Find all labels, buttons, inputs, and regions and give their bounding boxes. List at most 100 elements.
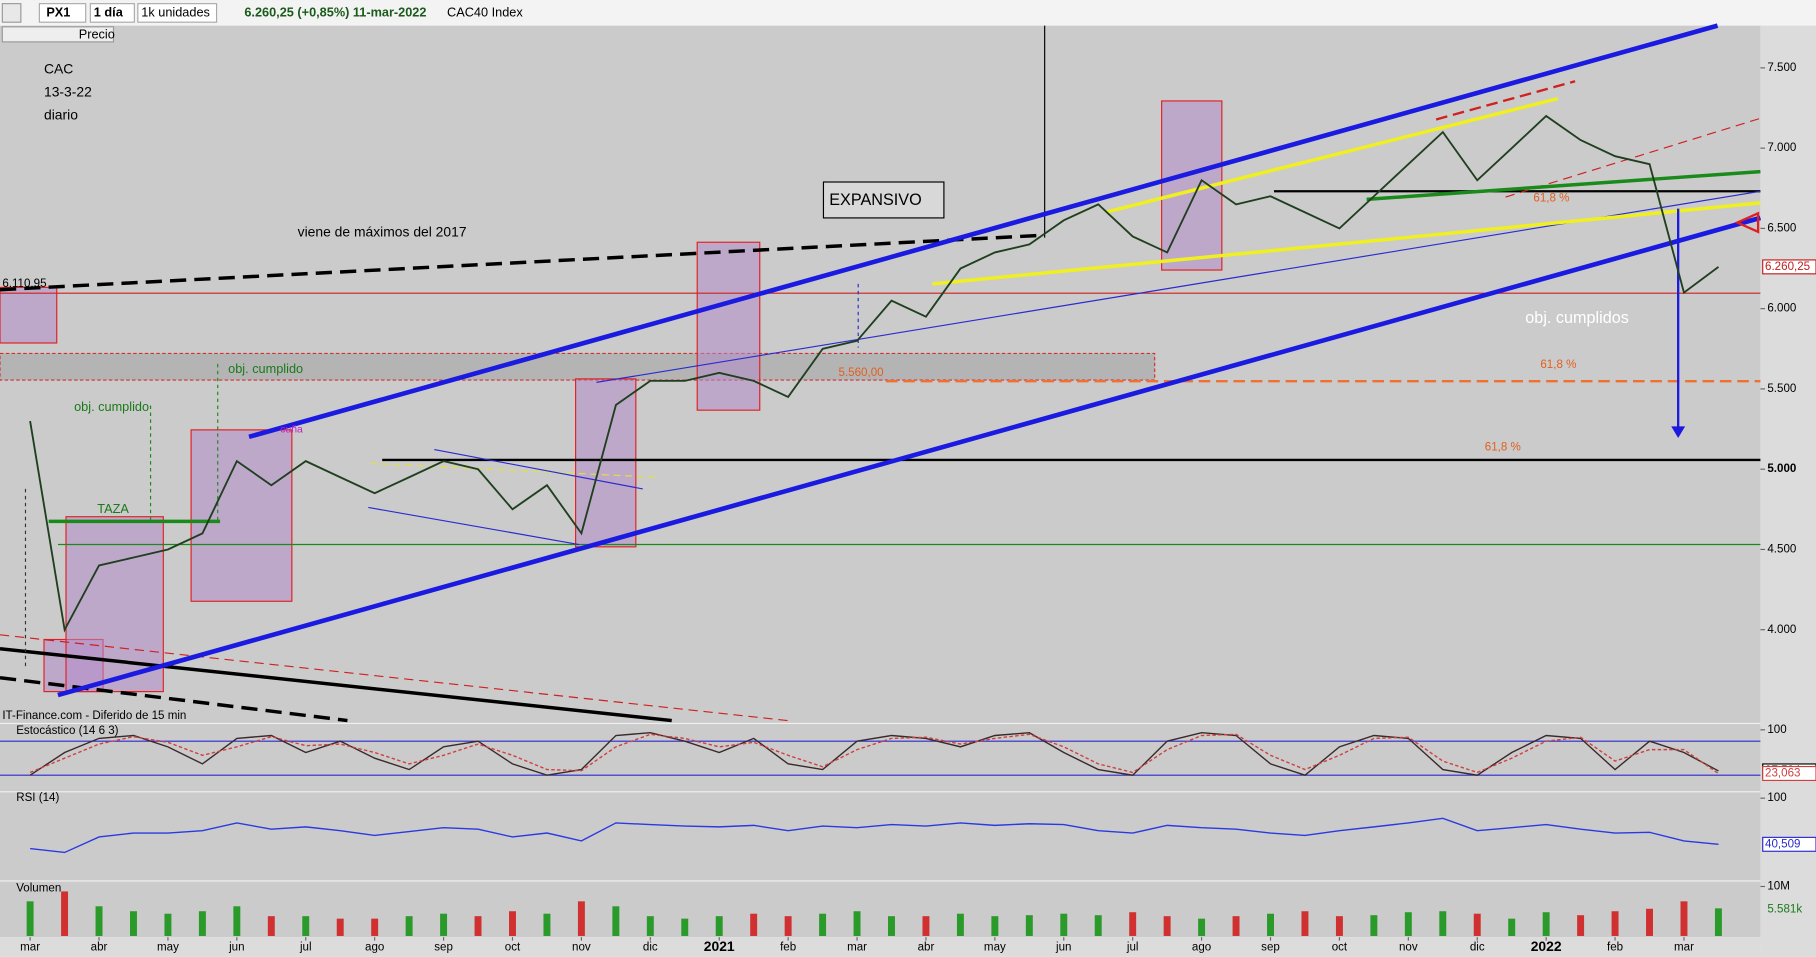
volume-bar [1025,915,1033,936]
volume-bar [371,918,379,936]
volume-bar [1198,918,1206,936]
box [0,286,58,344]
x-tick-label: feb [780,942,796,954]
y-tick-label: 5.000 [1767,463,1796,475]
note: 13-3-22 [44,84,92,100]
x-tick-label: dic [643,942,658,954]
volume-panel [0,881,1761,938]
current-box [1762,836,1816,852]
trendline [932,201,1761,286]
volume-bar [267,916,275,936]
x-tick-label: abr [91,942,108,954]
volume-bar [1129,912,1137,936]
x-tick-label: may [984,942,1006,954]
trendline [0,634,788,722]
panel-title: Estocástico (14 6 3) [16,725,118,737]
trendline [1435,80,1576,121]
note: CAC [44,60,73,76]
panel-title: RSI (14) [16,792,59,804]
trendline [0,675,348,723]
panel-title: Volumen [16,883,61,895]
marker [1734,211,1760,234]
y-tick-label: 6.500 [1767,222,1796,234]
y-tick-label: 10M [1767,881,1790,893]
trendline [0,233,1043,292]
x-tick-label: 2021 [704,938,735,954]
zone [0,352,1156,381]
chart-icon[interactable] [1,3,22,23]
x-tick-label: sep [434,942,453,954]
x-tick-label: ago [1192,942,1211,954]
note: viene de máximos del 2017 [298,224,467,240]
current-label: 23,063 [1765,768,1800,780]
volume-bar [715,916,723,936]
units-box[interactable] [137,3,218,23]
box [190,429,293,602]
box [696,241,761,411]
volume-bar [26,901,34,936]
x-tick-label: oct [505,942,521,954]
volume-bar [1473,913,1481,936]
volume-bar [750,913,758,936]
volume-bar [543,913,551,936]
x-tick-label: ago [365,942,384,954]
y-tick-label: 7.000 [1767,142,1796,154]
volume-bar [130,911,137,936]
note: EXPANSIVO [829,191,921,209]
volume-bar [405,916,413,936]
volume-bar [474,916,482,936]
x-tick-label: jun [1055,942,1071,954]
y-tick-label: 4.000 [1767,624,1796,636]
rsi-panel [0,792,1761,881]
trendline [434,448,643,490]
volume-bar [1542,912,1550,936]
note: TAZA [97,501,129,516]
series-line [30,817,1719,854]
symbol[interactable]: PX1 [46,4,70,19]
volume-bar [819,913,827,936]
price-button[interactable] [1,26,115,43]
volume-bar [1232,916,1240,936]
x-tick-label: 2022 [1531,938,1562,954]
price-button-label[interactable]: Precio [79,26,115,41]
volume-bar [1335,916,1343,936]
price-axis [1760,25,1816,957]
note: obj. cumplido [74,399,149,414]
y-tick-label: 100 [1767,724,1786,736]
note: 61,8 % [1540,359,1576,371]
current-box [1762,765,1816,782]
trendline [368,506,580,546]
units[interactable]: 1k unidades [141,4,210,19]
x-tick-label: jul [299,942,312,954]
volume-bar [681,918,689,936]
index-name: CAC40 Index [447,4,523,19]
trendline [370,462,658,478]
current-box [1762,259,1816,275]
symbol-box[interactable] [38,3,87,23]
volume-bar [440,913,448,936]
volume-bar [1577,915,1585,936]
x-tick-label: oct [1332,942,1348,954]
volume-bar [1163,916,1171,936]
current-label: 5.581k [1767,903,1802,915]
x-tick-label: nov [1399,942,1418,954]
note: IT-Finance.com - Diferido de 15 min [2,710,186,722]
quote: 6.260,25 (+0,85%) 11-mar-2022 [244,4,426,19]
trendline [1366,169,1761,202]
volume-bar [1508,918,1516,936]
volume-bar [612,906,620,936]
channel-bottom [57,215,1762,698]
y-tick-label: 6.000 [1767,303,1796,315]
period[interactable]: 1 día [94,4,124,19]
note: 61,8 % [1533,192,1569,204]
x-tick-label: sep [1261,942,1280,954]
note: obj. cumplidos [1525,309,1629,327]
time-axis [0,937,1761,957]
volume-bar [1094,915,1102,936]
volume-bar [922,916,930,936]
channel-top [248,23,1719,440]
period-box[interactable] [89,3,135,23]
volume-bar [956,913,964,936]
stoch-panel [0,724,1761,792]
